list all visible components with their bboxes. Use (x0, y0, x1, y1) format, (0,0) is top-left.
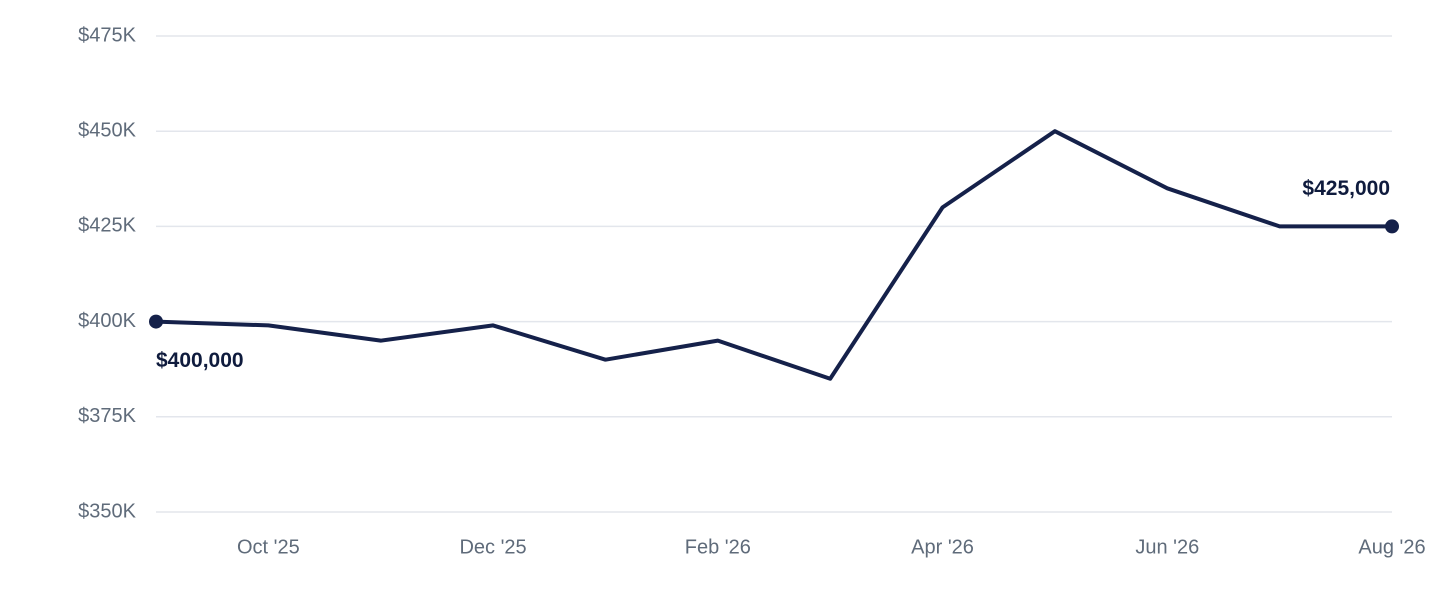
x-tick-label: Apr '26 (911, 536, 974, 558)
value-label: $400,000 (156, 349, 244, 372)
y-tick-label: $425K (78, 215, 136, 237)
y-tick-label: $475K (78, 24, 136, 46)
line (155, 129, 1392, 381)
x-tick-label: Dec '25 (459, 536, 526, 558)
point-marker (149, 314, 163, 329)
y-tick-label: $375K (78, 405, 136, 427)
x-tick-label: Oct '25 (237, 536, 300, 558)
x-tick-label: Feb '26 (685, 536, 751, 558)
y-tick-label: $350K (78, 500, 136, 522)
x-tick-label: Aug '26 (1358, 536, 1425, 558)
value-label: $425,000 (1302, 177, 1390, 200)
point-marker (1385, 219, 1399, 234)
y-tick-label: $400K (78, 310, 136, 332)
x-tick-label: Jun '26 (1135, 536, 1199, 558)
y-tick-label: $450K (78, 119, 136, 141)
